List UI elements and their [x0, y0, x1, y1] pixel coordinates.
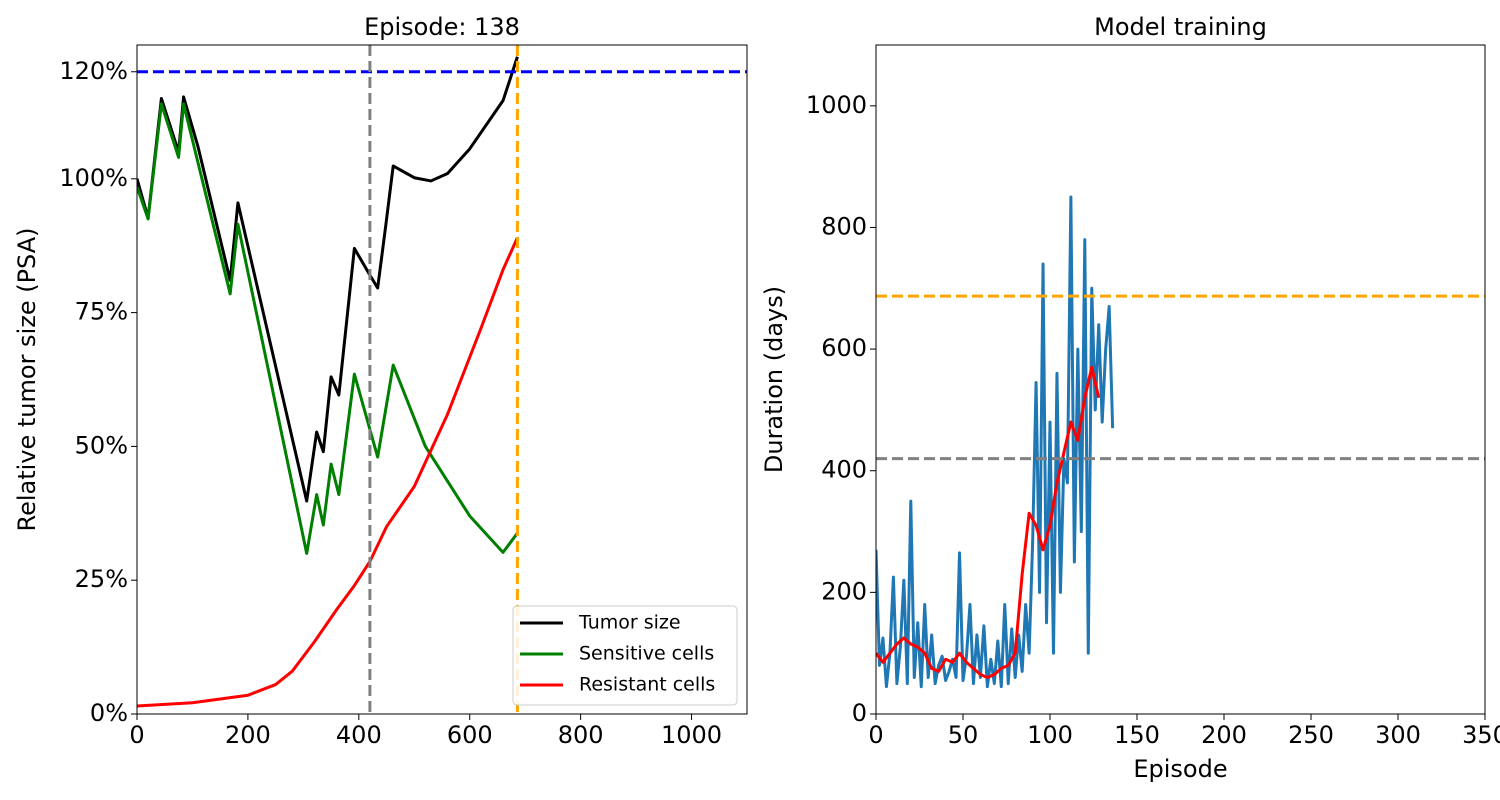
y-tick-label: 200 — [821, 577, 867, 605]
x-axis-label: Episode — [1133, 755, 1227, 783]
chart-title: Episode: 138 — [364, 13, 520, 41]
series-line — [876, 365, 1101, 680]
chart-title: Model training — [1094, 13, 1267, 41]
x-tick-label: 200 — [1201, 721, 1247, 749]
legend-box — [512, 605, 738, 706]
y-tick-label: 25% — [75, 565, 128, 593]
x-tick-label: 300 — [1375, 721, 1421, 749]
x-tick-label: 150 — [1114, 721, 1160, 749]
x-tick-label: 400 — [336, 721, 382, 749]
y-tick-label: 50% — [75, 431, 128, 459]
y-axis-label: Duration (days) — [760, 286, 788, 473]
axes-frame — [875, 44, 1486, 715]
y-tick-label: 800 — [821, 212, 867, 240]
series-line — [876, 195, 1115, 689]
y-axis-label: Relative tumor size (PSA) — [13, 227, 41, 531]
legend-label: Sensitive cells — [579, 643, 714, 665]
y-tick-label: 1000 — [806, 91, 867, 119]
x-tick-label: 800 — [558, 721, 604, 749]
x-tick-label: 200 — [225, 721, 271, 749]
y-tick-label: 75% — [75, 298, 128, 326]
y-tick-label: 100% — [59, 164, 128, 192]
y-tick-label: 0 — [852, 699, 867, 727]
y-tick-label: 0% — [90, 699, 128, 727]
y-tick-label: 600 — [821, 334, 867, 362]
series-line — [137, 56, 519, 503]
x-tick-label: 100 — [1027, 721, 1073, 749]
plot-area — [876, 195, 1485, 689]
x-tick-label: 1000 — [661, 721, 722, 749]
axes-frame — [136, 44, 748, 715]
x-tick-label: 0 — [129, 721, 144, 749]
x-tick-label: 0 — [868, 721, 883, 749]
x-tick-label: 50 — [948, 721, 979, 749]
x-tick-label: 350 — [1462, 721, 1500, 749]
x-tick-label: 250 — [1288, 721, 1334, 749]
series-line — [137, 237, 519, 708]
legend-label: Resistant cells — [579, 674, 715, 696]
series-line — [137, 102, 519, 555]
plot-area — [137, 45, 747, 714]
y-tick-label: 120% — [59, 57, 128, 85]
x-tick-label: 600 — [447, 721, 493, 749]
y-tick-label: 400 — [821, 456, 867, 484]
legend-label: Tumor size — [578, 612, 681, 634]
